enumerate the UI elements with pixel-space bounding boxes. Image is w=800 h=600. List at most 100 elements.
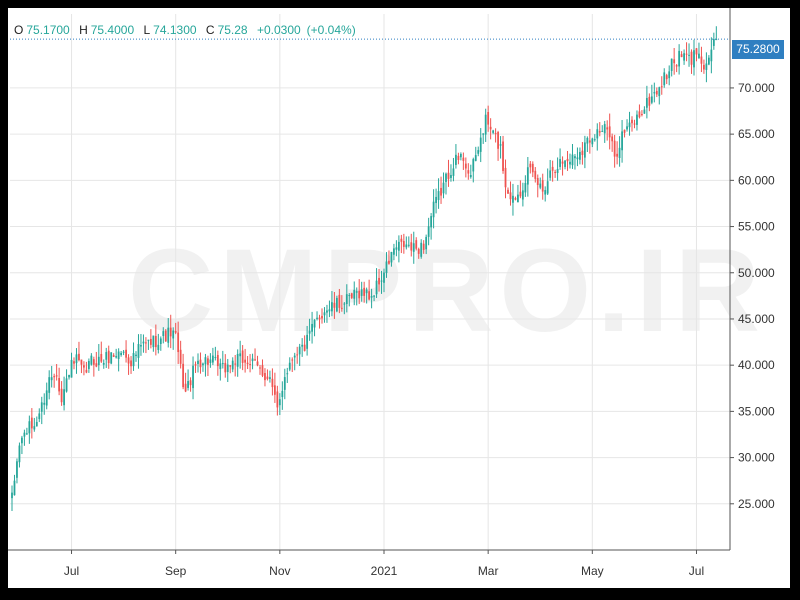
candle-body bbox=[162, 331, 165, 336]
candle-body bbox=[18, 445, 21, 463]
candle-body bbox=[422, 243, 425, 250]
candle-body bbox=[58, 378, 61, 392]
candle-body bbox=[504, 167, 507, 188]
ohlc-legend: O 75.1700 H 75.4000 L 74.1300 C 75.28 +0.030… bbox=[14, 23, 362, 37]
candle-body bbox=[412, 243, 415, 252]
candle-body bbox=[383, 272, 385, 283]
candle-body bbox=[140, 345, 142, 347]
x-tick-label: Jul bbox=[64, 564, 79, 578]
candle-body bbox=[407, 244, 410, 246]
candle-body bbox=[375, 280, 378, 295]
legend-close-value: 75.28 bbox=[217, 23, 248, 37]
candle-body bbox=[283, 377, 286, 390]
candle-body bbox=[581, 150, 584, 155]
candle-body bbox=[368, 291, 371, 300]
candle-body bbox=[221, 363, 224, 365]
candle-body bbox=[127, 357, 130, 364]
candle-body bbox=[569, 161, 571, 165]
candle-body bbox=[571, 154, 574, 166]
candle-body bbox=[479, 137, 482, 152]
candle-body bbox=[549, 170, 552, 178]
candle-body bbox=[75, 354, 78, 364]
candle-body bbox=[288, 362, 291, 370]
candle-body bbox=[350, 293, 353, 298]
candle-body bbox=[442, 182, 445, 194]
candle-body bbox=[219, 363, 222, 370]
candle-body bbox=[653, 92, 656, 94]
candle-body bbox=[576, 157, 579, 160]
candle-body bbox=[358, 290, 361, 299]
candle-body bbox=[147, 339, 150, 341]
candle-body bbox=[184, 383, 187, 392]
candle-body bbox=[353, 289, 356, 299]
candle-body bbox=[616, 153, 619, 157]
candle-body bbox=[645, 98, 648, 108]
candle-body bbox=[675, 65, 678, 67]
candle-body bbox=[579, 152, 581, 160]
candle-body bbox=[38, 413, 41, 420]
price-chart[interactable]: 25.000 30.000 35.000 40.000 45.000 50.000 55.0… bbox=[8, 8, 790, 588]
candle-body bbox=[63, 389, 65, 406]
candle-body bbox=[685, 53, 688, 55]
candle-body bbox=[695, 48, 698, 55]
candle-body bbox=[397, 241, 400, 251]
candle-body bbox=[226, 364, 229, 372]
candle-body bbox=[298, 346, 301, 355]
candle-body bbox=[187, 381, 189, 388]
candle-body bbox=[11, 492, 13, 499]
candle-body bbox=[521, 190, 524, 200]
candle-body bbox=[340, 307, 343, 309]
candle-body bbox=[425, 236, 428, 250]
candle-body bbox=[251, 358, 254, 362]
candle-body bbox=[159, 338, 162, 344]
candle-body bbox=[197, 360, 199, 364]
y-tick-label: 65.000 bbox=[738, 127, 775, 141]
candle-body bbox=[551, 166, 554, 171]
candle-body bbox=[254, 359, 256, 361]
candle-body bbox=[13, 480, 16, 496]
candle-body bbox=[641, 114, 643, 116]
candle-body bbox=[531, 163, 534, 173]
y-tick-label: 45.000 bbox=[738, 312, 775, 326]
x-tick-label: May bbox=[581, 564, 604, 578]
candle-body bbox=[50, 377, 53, 381]
candle-body bbox=[105, 352, 108, 360]
candle-body bbox=[698, 53, 700, 58]
candle-body bbox=[363, 287, 366, 296]
candle-body bbox=[204, 357, 207, 365]
candle-body bbox=[189, 380, 192, 386]
candle-body bbox=[469, 175, 472, 178]
candle-body bbox=[256, 361, 259, 366]
y-tick-label: 50.000 bbox=[738, 266, 775, 280]
candle-body bbox=[365, 289, 368, 294]
y-tick-label: 30.000 bbox=[738, 451, 775, 465]
candle-body bbox=[30, 417, 33, 429]
legend-high-label: H bbox=[79, 23, 88, 37]
candle-body bbox=[360, 289, 363, 296]
candle-body bbox=[427, 226, 430, 237]
candle-body bbox=[601, 130, 604, 132]
candle-body bbox=[120, 352, 123, 355]
candle-body bbox=[566, 158, 569, 162]
x-tick-label: Nov bbox=[269, 564, 290, 578]
candle-body bbox=[420, 242, 423, 257]
candle-body bbox=[291, 359, 294, 361]
candle-body bbox=[712, 39, 715, 46]
candle-body bbox=[301, 344, 304, 347]
candle-body bbox=[611, 136, 614, 142]
candle-body bbox=[395, 247, 398, 250]
candle-body bbox=[633, 123, 636, 125]
candle-body bbox=[417, 248, 420, 254]
candle-body bbox=[83, 365, 85, 368]
candle-body bbox=[157, 344, 160, 350]
candle-body bbox=[668, 71, 671, 79]
candle-body bbox=[95, 363, 98, 367]
candle-body bbox=[487, 112, 490, 125]
candle-body bbox=[112, 355, 115, 357]
candle-body bbox=[705, 63, 708, 70]
candle-body bbox=[122, 351, 125, 353]
candle-body bbox=[68, 375, 70, 378]
candle-body bbox=[343, 303, 346, 305]
candle-body bbox=[626, 126, 628, 130]
y-tick-label: 25.000 bbox=[738, 497, 775, 511]
